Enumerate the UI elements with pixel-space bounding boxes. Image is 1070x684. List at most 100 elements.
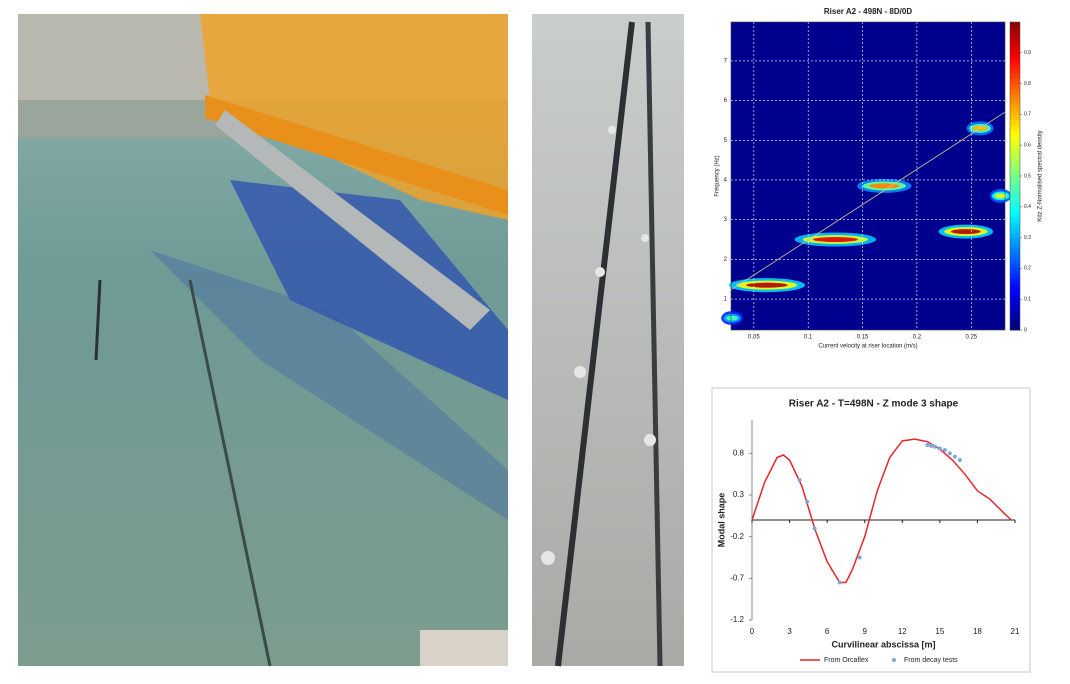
colorbar-cell (1010, 150, 1020, 156)
trend-line (730, 111, 1006, 291)
chart-title: Riser A2 - T=498N - Z mode 3 shape (789, 399, 959, 410)
colorbar-cell (1010, 52, 1020, 59)
colorbar-cell (1010, 83, 1020, 90)
y-tick-label: 7 (724, 58, 728, 64)
y-tick-label: 0.3 (733, 490, 745, 499)
colorbar-cell (1010, 32, 1020, 38)
colorbar-cell (1010, 309, 1020, 316)
y-tick-label: 4 (724, 178, 728, 184)
colorbar-cell (1010, 68, 1020, 74)
x-tick-label: 0.15 (857, 335, 869, 341)
data-point (812, 526, 817, 531)
colorbar-cell (1010, 201, 1020, 208)
colorbar-tick-label: 0.9 (1024, 50, 1031, 56)
colorbar-cell (1010, 319, 1020, 326)
colorbar-tick-label: 0.1 (1024, 297, 1031, 303)
tank-photo (18, 14, 508, 667)
colorbar-cell (1010, 93, 1020, 100)
data-point (937, 446, 942, 451)
colorbar-cell (1010, 73, 1020, 79)
y-tick-label: 3 (724, 217, 728, 223)
colorbar-tick-label: 0.6 (1024, 143, 1031, 149)
colorbar-cell (1010, 119, 1020, 126)
legend-label: From Orcaflex (824, 657, 869, 664)
spectral-spot (994, 193, 1007, 199)
colorbar-tick-label: 0.7 (1024, 112, 1031, 118)
spectral-spot (812, 237, 858, 243)
colorbar-cell (1010, 324, 1020, 331)
colorbar-cell (1010, 63, 1020, 69)
colorbar-cell (1010, 134, 1020, 141)
colorbar-tick-label: 0.8 (1024, 81, 1031, 87)
x-axis-label: Curvilinear abscissa [m] (831, 639, 935, 649)
colorbar-cell (1010, 129, 1020, 136)
y-tick-label: 0.8 (733, 448, 745, 457)
colorbar-cell (1010, 299, 1020, 305)
spectral-spot (726, 315, 739, 321)
colorbar-cell (1010, 196, 1020, 203)
data-point (837, 580, 842, 585)
colorbar-cell (1010, 232, 1020, 239)
x-tick-label: 21 (1011, 627, 1020, 636)
colorbar-cell (1010, 88, 1020, 95)
colorbar-cell (1010, 78, 1020, 85)
colorbar-cell (1010, 211, 1020, 218)
spectral-spot (869, 183, 900, 189)
chart-frame (711, 387, 1031, 673)
colorbar-cell (1010, 242, 1020, 249)
colorbar-cell (1010, 304, 1020, 310)
colorbar-cell (1010, 104, 1020, 110)
data-point (947, 451, 952, 456)
colorbar-cell (1010, 124, 1020, 131)
colorbar-cell (1010, 37, 1020, 44)
colorbar-cell (1010, 165, 1020, 172)
colorbar-cell (1010, 268, 1020, 275)
colorbar-cell (1010, 273, 1020, 280)
colorbar-cell (1010, 99, 1020, 105)
colorbar-cell (1010, 145, 1020, 151)
colorbar-cell (1010, 247, 1020, 254)
data-point (929, 443, 934, 448)
x-tick-label: 9 (862, 627, 867, 636)
colorbar-tick-label: 0.3 (1024, 235, 1031, 241)
colorbar-tick-label: 0.2 (1024, 266, 1031, 272)
x-tick-label: 3 (787, 627, 792, 636)
y-tick-label: 5 (724, 138, 728, 144)
spectral-spot (950, 229, 981, 235)
colorbar-cell (1010, 227, 1020, 233)
data-point (805, 499, 810, 504)
colorbar-cell (1010, 217, 1020, 223)
riser-photo (532, 14, 684, 667)
colorbar-cell (1010, 206, 1020, 213)
colorbar-cell (1010, 294, 1020, 300)
spectral-spot (745, 282, 788, 288)
x-tick-label: 15 (935, 627, 944, 636)
colorbar-tick-label: 0.5 (1024, 173, 1031, 179)
x-tick-label: 0.25 (965, 335, 977, 341)
colorbar-cell (1010, 186, 1020, 192)
colorbar-cell (1010, 155, 1020, 162)
plot-border (730, 21, 1006, 331)
y-tick-label: -0.2 (730, 532, 744, 541)
colorbar-cell (1010, 22, 1020, 28)
x-tick-label: 6 (825, 627, 830, 636)
data-point (925, 443, 930, 447)
y-tick-label: 1 (724, 297, 728, 303)
colorbar-tick-label: 0.4 (1024, 204, 1031, 210)
y-tick-label: 6 (724, 98, 728, 104)
colorbar-cell (1010, 47, 1020, 54)
colorbar-cell (1010, 160, 1020, 167)
colorbar-cell (1010, 288, 1020, 295)
y-tick-label: 2 (724, 257, 728, 263)
colorbar-cell (1010, 109, 1020, 115)
colorbar-cell (1010, 27, 1020, 33)
colorbar-cell (1010, 283, 1020, 290)
legend-label: From decay tests (904, 657, 958, 664)
x-tick-label: 18 (973, 627, 982, 636)
x-tick-label: 0.2 (913, 335, 922, 341)
colorbar-cell (1010, 237, 1020, 244)
colorbar-cell (1010, 140, 1020, 146)
x-tick-label: 0.1 (804, 335, 813, 341)
colorbar-cell (1010, 222, 1020, 228)
x-tick-label: 12 (898, 627, 907, 636)
